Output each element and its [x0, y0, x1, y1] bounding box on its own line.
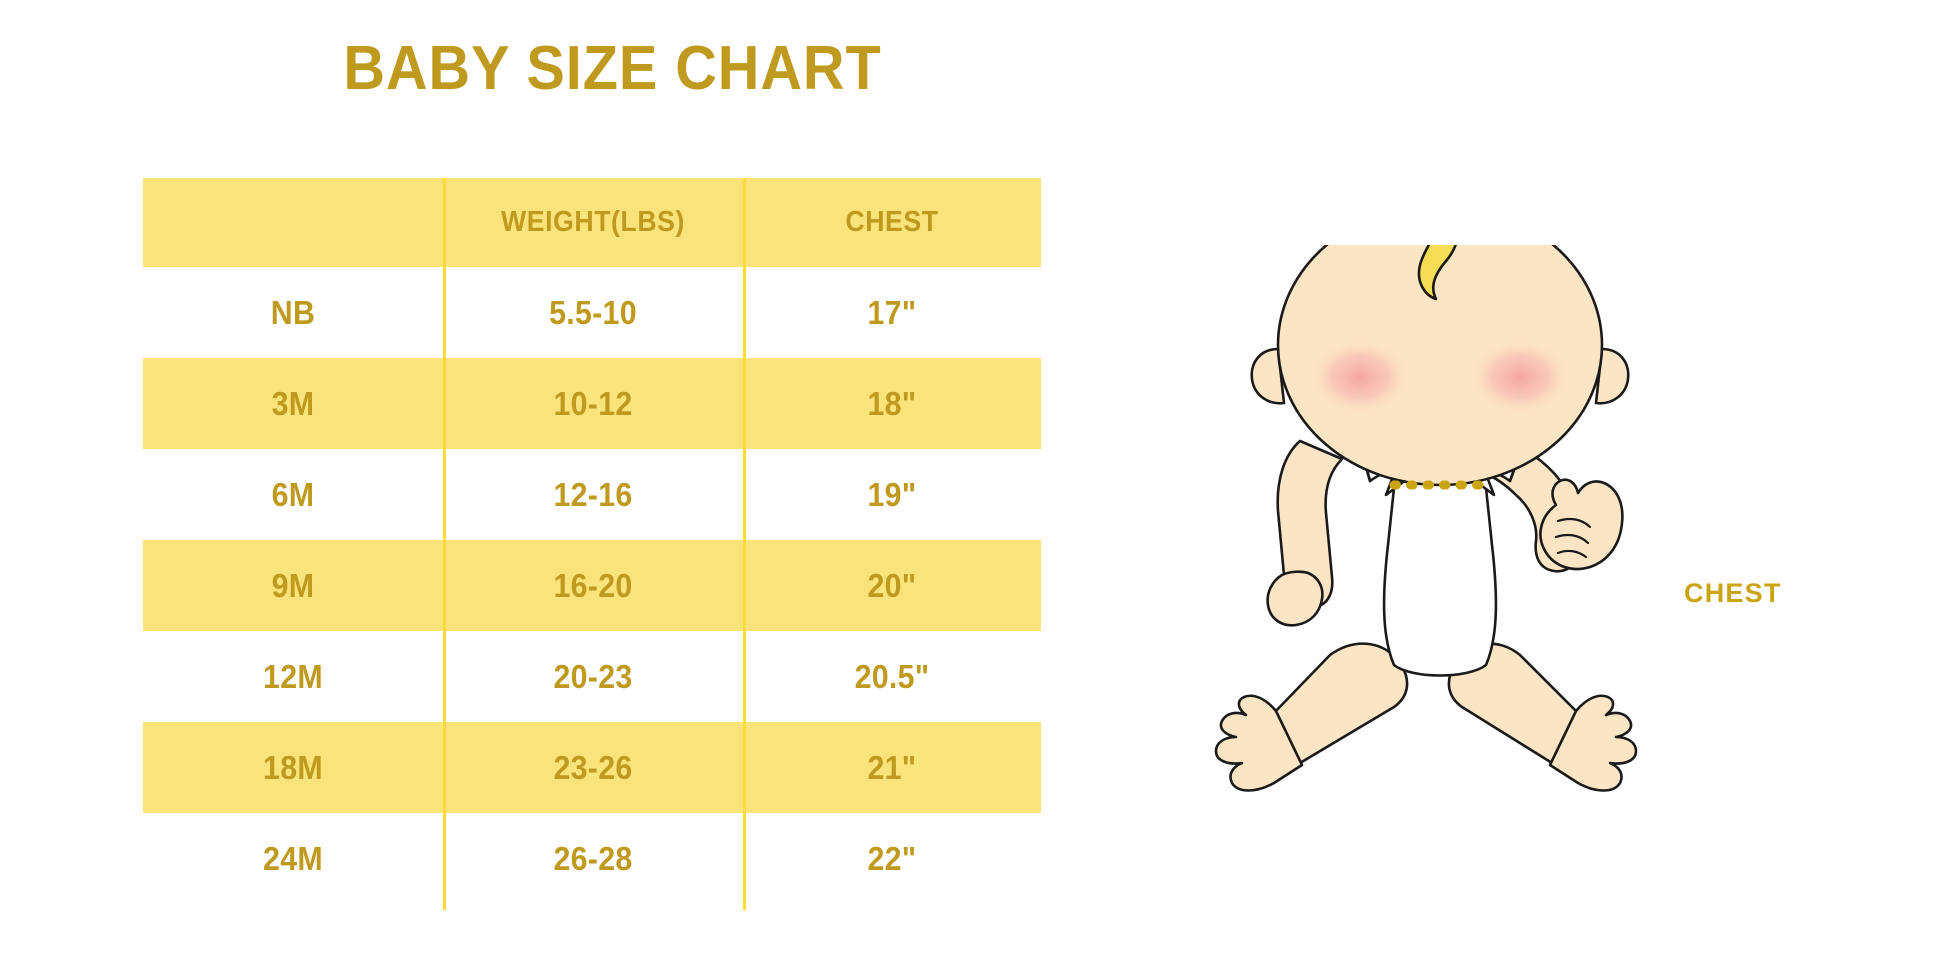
- baby-left-foot: [1214, 694, 1304, 792]
- page-title: BABY SIZE CHART: [343, 34, 882, 103]
- cell-weight: 26-28: [553, 839, 633, 877]
- table-row: 6M 12-16 19": [143, 449, 1041, 540]
- cell-chest: 22": [867, 839, 917, 877]
- cell-chest: 21": [867, 748, 917, 786]
- cell-size: 3M: [271, 384, 315, 422]
- table-row: 24M 26-28 22": [143, 813, 1041, 904]
- baby-left-ear: [1250, 347, 1286, 405]
- baby-left-hand: [1266, 570, 1324, 627]
- baby-hair-curl: [1417, 245, 1457, 301]
- cell-size: NB: [270, 293, 316, 331]
- cell-weight: 23-26: [553, 748, 633, 786]
- sitting-baby-illustration: [1214, 245, 1638, 792]
- cell-weight: 10-12: [553, 384, 633, 422]
- column-divider-2: [743, 178, 746, 910]
- cell-chest: 18": [867, 384, 917, 422]
- baby-fist-knuckle-3: [1556, 549, 1588, 559]
- cell-size: 9M: [271, 566, 315, 604]
- header-cell-weight: WEIGHT(LBS): [501, 206, 685, 238]
- baby-fist-knuckle-2: [1554, 533, 1590, 545]
- chest-callout-label: CHEST: [1684, 578, 1782, 608]
- cell-chest: 20": [867, 566, 917, 604]
- table-row: 9M 16-20 20": [143, 540, 1041, 631]
- size-chart-table: WEIGHT(LBS) CHEST NB 5.5-10 17" 3M 10-12…: [143, 178, 1041, 910]
- table-row: NB 5.5-10 17": [143, 267, 1041, 358]
- baby-right-blush: [1468, 339, 1572, 415]
- cell-weight: 20-23: [553, 657, 633, 695]
- baby-left-blush: [1308, 339, 1412, 415]
- header-cell-chest: CHEST: [845, 206, 939, 238]
- table-row: 12M 20-23 20.5": [143, 631, 1041, 722]
- table-header-row: WEIGHT(LBS) CHEST: [143, 178, 1041, 267]
- cell-size: 18M: [263, 748, 323, 786]
- table-row: 18M 23-26 21": [143, 722, 1041, 813]
- cell-chest: 19": [867, 475, 917, 513]
- baby-right-ear: [1594, 347, 1630, 405]
- cell-chest: 17": [867, 293, 917, 331]
- cell-weight: 5.5-10: [549, 293, 637, 331]
- cell-chest: 20.5": [854, 657, 930, 695]
- cell-size: 12M: [263, 657, 323, 695]
- cell-weight: 16-20: [553, 566, 633, 604]
- cell-size: 24M: [263, 839, 323, 877]
- cell-size: 6M: [271, 475, 315, 513]
- table-row: 3M 10-12 18": [143, 358, 1041, 449]
- baby-right-fist: [1539, 478, 1624, 571]
- baby-right-foot: [1548, 694, 1638, 792]
- cell-weight: 12-16: [553, 475, 633, 513]
- column-divider-1: [443, 178, 446, 910]
- baby-fist-knuckle-1: [1556, 517, 1592, 529]
